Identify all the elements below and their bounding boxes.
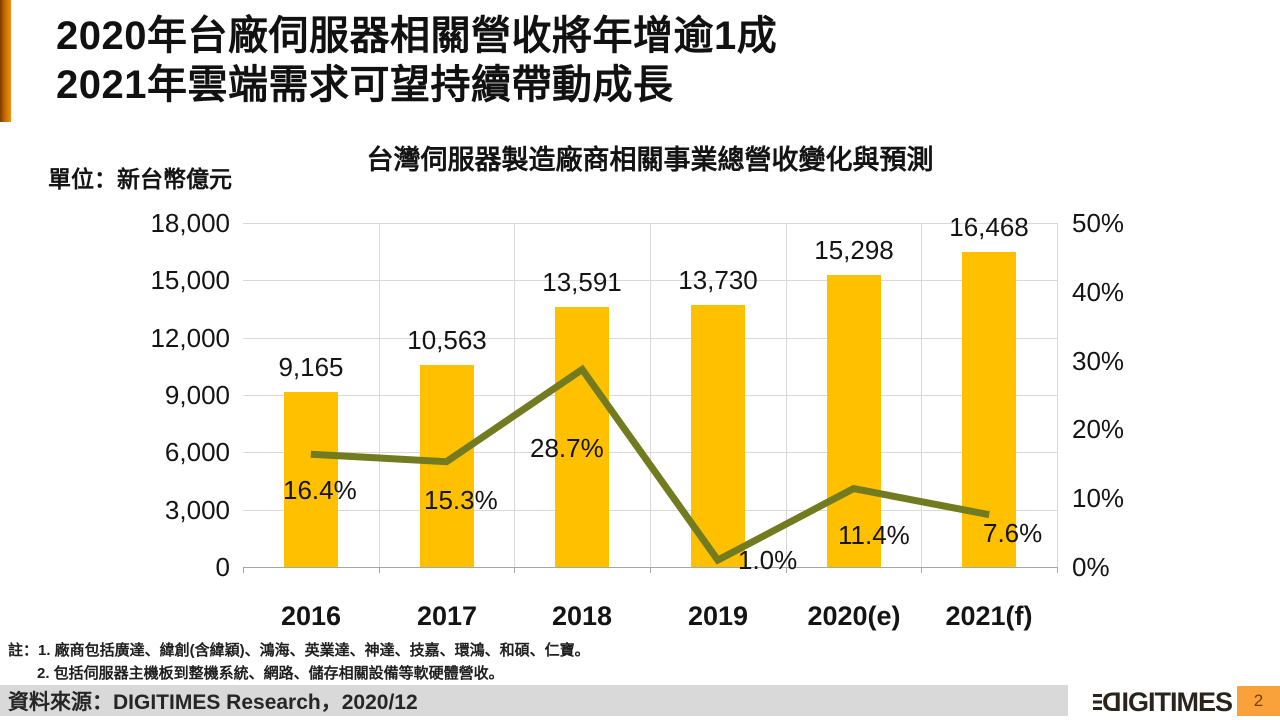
v-gridline	[379, 223, 380, 567]
x-axis-label-2021(f): 2021(f)	[945, 601, 1033, 631]
growth-label-2019: 1.0%	[738, 545, 798, 575]
note-line-1: 註：1. 廠商包括廣達、緯創(含緯穎)、鴻海、英業達、神達、技嘉、環鴻、和碩、仁…	[8, 642, 590, 659]
left-axis-tick-label: 3,000	[164, 495, 230, 525]
v-gridline	[921, 223, 922, 567]
left-axis-tick-label: 6,000	[164, 437, 230, 467]
x-axis-tick	[1057, 567, 1058, 573]
logo-speed-lines-icon	[1093, 694, 1102, 710]
bar-value-label: 13,591	[542, 267, 622, 297]
bar-value-label: 15,298	[814, 235, 894, 265]
revenue-bar-2020(e)	[827, 275, 881, 567]
unit-label: 單位：新台幣億元	[48, 166, 232, 192]
growth-label-2021(f): 7.6%	[983, 518, 1043, 548]
revenue-bar-2019	[691, 305, 745, 567]
v-gridline	[786, 223, 787, 567]
bar-value-label: 13,730	[678, 265, 758, 295]
growth-label-2016: 16.4%	[283, 475, 357, 505]
logo-rest: IGITIMES	[1121, 686, 1234, 717]
slide-title-line1: 2020年台廠伺服器相關營收將年增逾1成	[56, 14, 778, 58]
logo-letter-d: D	[1103, 686, 1122, 717]
x-axis-label-2020(e): 2020(e)	[807, 601, 901, 631]
bar-value-label: 9,165	[278, 352, 344, 382]
digitimes-logo: D IGITIMES	[1093, 686, 1234, 717]
x-axis-label-2016: 2016	[280, 601, 342, 631]
left-axis-tick-label: 9,000	[164, 380, 230, 410]
left-axis-tick-label: 12,000	[150, 323, 230, 353]
y-axis-left: 18,000 15,000 12,000 9,000 6,000 3,000 0	[92, 208, 230, 582]
x-axis-tick	[379, 567, 380, 573]
plot-area: 9,165 10,563 13,591 13,730 15,298 16,468 16.4%…	[243, 212, 1058, 575]
chart-notes: 註：1. 廠商包括廣達、緯創(含緯穎)、鴻海、英業達、神達、技嘉、環鴻、和碩、仁…	[8, 639, 590, 685]
right-axis-tick-label: 50%	[1072, 208, 1125, 238]
left-axis-tick-label: 0	[215, 552, 230, 582]
growth-label-2020(e): 11.4%	[838, 520, 910, 550]
v-gridline	[650, 223, 651, 567]
right-axis-tick-label: 40%	[1072, 277, 1125, 307]
left-axis-tick-label: 15,000	[150, 265, 230, 295]
slide-title-line2: 2021年雲端需求可望持續帶動成長	[56, 63, 674, 107]
right-axis-tick-label: 30%	[1072, 346, 1125, 376]
note-line-2: 2. 包括伺服器主機板到整機系統、網路、儲存相關設備等軟硬體營收。	[37, 665, 504, 682]
bar-value-label: 10,563	[407, 325, 487, 355]
x-axis-label-2017: 2017	[416, 601, 478, 631]
right-axis-tick-label: 20%	[1072, 414, 1125, 444]
growth-line	[310, 364, 990, 565]
chart-title: 台灣伺服器製造廠商相關事業總營收變化與預測	[366, 145, 934, 175]
x-axis-tick	[243, 567, 244, 573]
footer-bar: 資料來源：DIGITIMES Research，2020/12	[0, 685, 1068, 716]
right-axis-tick-label: 0%	[1072, 552, 1110, 582]
bar-value-label: 16,468	[949, 212, 1029, 242]
x-axis-tick	[921, 567, 922, 573]
x-axis-tick	[650, 567, 651, 573]
y-axis-right: 50% 40% 30% 20% 10% 0%	[1072, 208, 1182, 582]
source-text: 資料來源：DIGITIMES Research，2020/12	[8, 690, 418, 714]
growth-label-2017: 15.3%	[424, 485, 498, 515]
x-axis-tick	[514, 567, 515, 573]
revenue-bar-2017	[420, 365, 474, 567]
v-gridline	[514, 223, 515, 567]
revenue-bar-2018	[555, 307, 609, 567]
x-axis-labels: 2016 2017 2018 2019 2020(e) 2021(f)	[243, 601, 1057, 641]
left-axis-tick-label: 18,000	[150, 208, 230, 238]
x-axis-label-2018: 2018	[551, 601, 613, 631]
slide-title: 2020年台廠伺服器相關營收將年增逾1成 2021年雲端需求可望持續帶動成長	[56, 12, 777, 110]
title-accent-bar	[0, 0, 11, 122]
revenue-bar-2016	[284, 392, 338, 567]
page-number-badge: 2	[1237, 686, 1280, 716]
x-axis-label-2019: 2019	[687, 601, 749, 631]
growth-label-2018: 28.7%	[530, 433, 604, 463]
v-gridline	[1057, 223, 1058, 567]
right-axis-tick-label: 10%	[1072, 483, 1125, 513]
x-axis-tick	[786, 567, 787, 573]
